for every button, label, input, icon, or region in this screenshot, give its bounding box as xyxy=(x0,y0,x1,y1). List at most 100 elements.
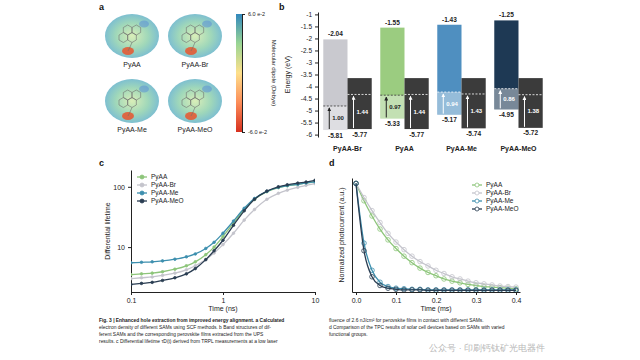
legend-entry: PyAA-MeO xyxy=(472,205,519,213)
tick-label: 100 xyxy=(113,184,125,191)
colorbar xyxy=(236,14,242,132)
axis-title: Time (ns) xyxy=(208,305,237,313)
tick-mark xyxy=(436,292,437,295)
series-point xyxy=(402,254,407,259)
legend-entry: PyAA-MeO xyxy=(137,197,184,205)
series-point xyxy=(386,231,391,236)
legend-marker xyxy=(475,183,479,187)
tick-mark xyxy=(315,50,318,51)
molecule xyxy=(168,79,222,123)
tick-mark xyxy=(356,292,357,295)
legend-label: PyAA-Br xyxy=(486,189,512,197)
tick: 0.1 xyxy=(392,292,402,304)
legend-marker xyxy=(475,207,479,211)
series-point xyxy=(185,269,188,272)
axis-title: Energy (eV) xyxy=(284,56,292,93)
axis-title: Time (ms) xyxy=(420,305,451,313)
tick: 10 xyxy=(312,292,320,304)
tick-label: -3.5 xyxy=(301,71,313,78)
fermi-level xyxy=(494,88,518,89)
series-point xyxy=(458,288,463,292)
series-point xyxy=(277,192,280,195)
tick-label: 0.1 xyxy=(392,297,402,304)
series-point xyxy=(131,283,132,286)
molecule xyxy=(105,14,159,58)
category-label: PyAA xyxy=(395,145,414,153)
series-point xyxy=(253,198,256,201)
series-point xyxy=(410,254,415,259)
legend-marker xyxy=(475,199,479,203)
series-point xyxy=(174,272,177,275)
fermi-level xyxy=(437,92,461,93)
legend-label: PyAA-MeO xyxy=(486,205,519,213)
offset-arrow xyxy=(386,97,387,117)
sam-bar xyxy=(437,25,461,115)
ring xyxy=(119,98,128,108)
series-point xyxy=(174,276,177,279)
bond xyxy=(191,108,195,117)
series-point xyxy=(410,288,415,292)
tick-label: 0.0 xyxy=(352,297,362,304)
density-positive xyxy=(202,86,212,93)
offset-label: 1.38 xyxy=(527,108,539,114)
figure: abcdPyAAPyAA-BrPyAA-MePyAA-MeO6.0 e-2-6.… xyxy=(0,0,640,360)
offset-label: 0.97 xyxy=(389,104,401,110)
series-point xyxy=(386,286,391,291)
tick-label: -4 xyxy=(306,83,312,90)
series-point xyxy=(243,209,246,212)
axis: 0.00.10.20.30.4 xyxy=(352,292,522,304)
legend-entry: PyAA-Br xyxy=(472,189,512,197)
perovskite-bar xyxy=(518,78,542,128)
series-point xyxy=(277,186,280,189)
data-label: -5.72 xyxy=(523,129,538,136)
series-point xyxy=(378,227,383,232)
tick: -3 xyxy=(306,59,318,66)
series-point xyxy=(402,247,407,252)
series-point xyxy=(194,267,197,270)
molecule-label: PyAA-Br xyxy=(182,61,210,69)
density-positive xyxy=(139,21,149,28)
series-point xyxy=(232,232,235,235)
offset-region xyxy=(323,106,347,130)
bond xyxy=(128,108,132,117)
offset-arrow xyxy=(524,97,525,127)
molecule xyxy=(105,79,159,123)
series-point xyxy=(362,248,367,253)
fermi-level xyxy=(348,94,372,95)
legend-entry: PyAA xyxy=(472,181,503,189)
tick: 0.2 xyxy=(432,292,442,304)
ring xyxy=(128,33,137,43)
series-point xyxy=(394,246,399,251)
tick: -4.5 xyxy=(301,95,318,102)
tick-mark xyxy=(128,247,131,248)
axis: 10100 xyxy=(113,171,131,293)
sam-bar xyxy=(494,20,518,109)
series-point xyxy=(243,219,246,222)
molecule-label: PyAA xyxy=(123,61,141,69)
series-point xyxy=(140,273,143,276)
tick-mark xyxy=(223,292,224,295)
tick: 0.3 xyxy=(472,292,482,304)
series-point xyxy=(266,198,269,201)
series-point xyxy=(506,288,511,292)
tick-label: -2 xyxy=(306,35,312,42)
axis xyxy=(352,179,353,293)
series-point xyxy=(466,288,471,292)
series-point xyxy=(204,258,207,261)
series-point xyxy=(434,273,439,278)
legend-entry: PyAA-Br xyxy=(137,181,177,189)
tick: 0.0 xyxy=(352,292,362,304)
offset-arrow xyxy=(443,94,444,114)
series-point xyxy=(253,198,256,201)
series-point xyxy=(426,288,431,292)
fermi-level xyxy=(461,93,485,94)
series-point xyxy=(490,288,495,292)
series-point xyxy=(482,282,487,287)
series-point xyxy=(450,288,455,292)
tick: -5.5 xyxy=(301,119,318,126)
tick: 1 xyxy=(222,292,226,304)
offset-arrow xyxy=(467,96,468,127)
series-point xyxy=(151,281,154,284)
sam-bar xyxy=(380,28,404,119)
fermi-level xyxy=(405,94,429,95)
